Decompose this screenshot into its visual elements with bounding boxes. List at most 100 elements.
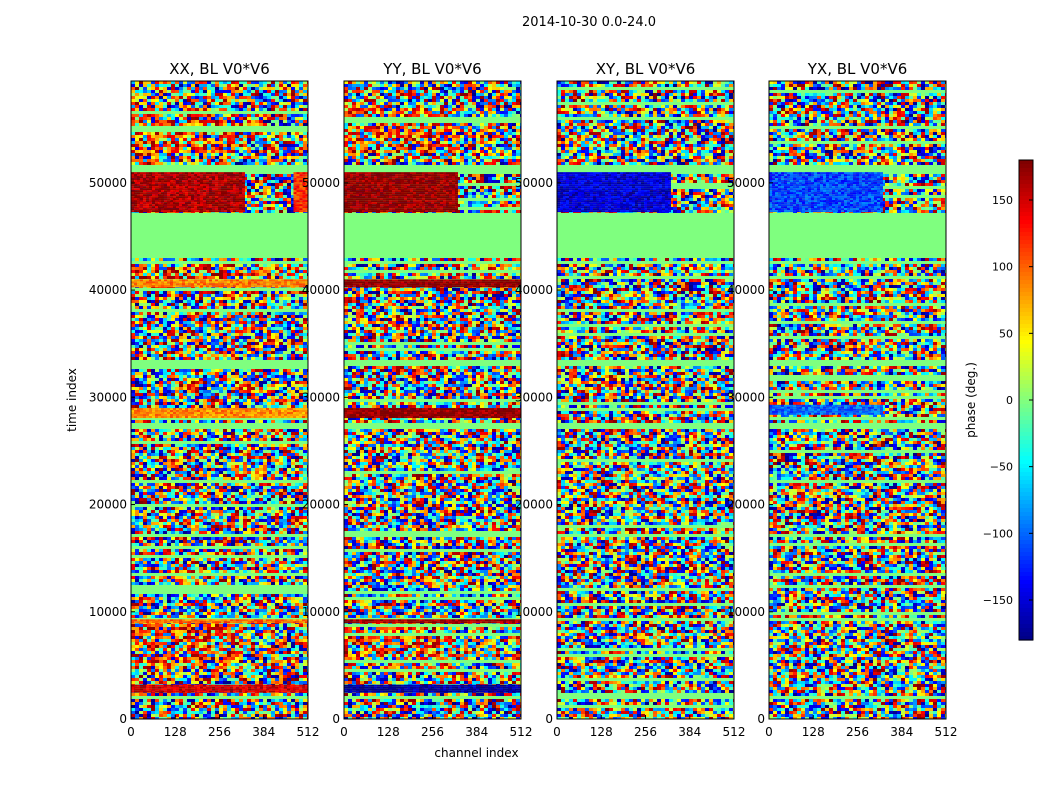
colorbar-segment bbox=[1019, 488, 1033, 493]
x-tick-label: 512 bbox=[510, 725, 533, 739]
colorbar-segment bbox=[1019, 536, 1033, 541]
x-axis-label: channel index bbox=[434, 746, 518, 760]
colorbar-segment bbox=[1019, 176, 1033, 181]
panel-title: XY, BL V0*V6 bbox=[596, 60, 696, 78]
colorbar-segment bbox=[1019, 348, 1033, 353]
y-tick-label: 0 bbox=[757, 712, 765, 726]
x-tick-label: 384 bbox=[890, 725, 913, 739]
colorbar-segment bbox=[1019, 548, 1033, 553]
colorbar-tick-label: 50 bbox=[999, 327, 1013, 340]
y-tick-label: 50000 bbox=[302, 176, 340, 190]
colorbar-segment bbox=[1019, 596, 1033, 601]
colorbar-segment bbox=[1019, 312, 1033, 317]
colorbar-segment bbox=[1019, 420, 1033, 425]
y-tick-label: 30000 bbox=[515, 390, 553, 404]
colorbar-segment bbox=[1019, 576, 1033, 581]
colorbar-segment bbox=[1019, 296, 1033, 301]
colorbar-segment bbox=[1019, 160, 1033, 165]
colorbar-segment bbox=[1019, 320, 1033, 325]
y-tick-label: 50000 bbox=[727, 176, 765, 190]
x-tick-label: 512 bbox=[297, 725, 320, 739]
colorbar-segment bbox=[1019, 204, 1033, 209]
y-tick-label: 40000 bbox=[302, 283, 340, 297]
colorbar-segment bbox=[1019, 228, 1033, 233]
colorbar-segment bbox=[1019, 192, 1033, 197]
colorbar-segment bbox=[1019, 240, 1033, 245]
colorbar-segment bbox=[1019, 224, 1033, 229]
colorbar-segment bbox=[1019, 416, 1033, 421]
colorbar-segment bbox=[1019, 624, 1033, 629]
y-tick-label: 0 bbox=[545, 712, 553, 726]
colorbar-segment bbox=[1019, 584, 1033, 589]
colorbar-segment bbox=[1019, 304, 1033, 309]
colorbar-tick-label: −50 bbox=[990, 461, 1013, 474]
colorbar-segment bbox=[1019, 440, 1033, 445]
colorbar-segment bbox=[1019, 316, 1033, 321]
colorbar-segment bbox=[1019, 604, 1033, 609]
colorbar-segment bbox=[1019, 400, 1033, 405]
x-tick-label: 256 bbox=[846, 725, 869, 739]
y-tick-label: 40000 bbox=[727, 283, 765, 297]
colorbar-segment bbox=[1019, 288, 1033, 293]
colorbar-segment bbox=[1019, 336, 1033, 341]
heatmap-image bbox=[131, 81, 308, 719]
colorbar-tick-label: 0 bbox=[1006, 394, 1013, 407]
colorbar-segment bbox=[1019, 504, 1033, 509]
colorbar-segment bbox=[1019, 208, 1033, 213]
colorbar-segment bbox=[1019, 484, 1033, 489]
panel-title: XX, BL V0*V6 bbox=[169, 60, 270, 78]
y-tick-label: 30000 bbox=[89, 390, 127, 404]
colorbar-segment bbox=[1019, 468, 1033, 473]
colorbar-segment bbox=[1019, 572, 1033, 577]
y-tick-label: 20000 bbox=[727, 498, 765, 512]
colorbar-segment bbox=[1019, 524, 1033, 529]
y-tick-label: 0 bbox=[119, 712, 127, 726]
y-axis-label: time index bbox=[65, 368, 79, 432]
colorbar-segment bbox=[1019, 280, 1033, 285]
colorbar-segment bbox=[1019, 452, 1033, 457]
colorbar-segment bbox=[1019, 472, 1033, 477]
colorbar-segment bbox=[1019, 324, 1033, 329]
colorbar-segment bbox=[1019, 412, 1033, 417]
colorbar-segment bbox=[1019, 444, 1033, 449]
colorbar-segment bbox=[1019, 344, 1033, 349]
colorbar-segment bbox=[1019, 232, 1033, 237]
x-tick-label: 0 bbox=[127, 725, 135, 739]
colorbar-segment bbox=[1019, 632, 1033, 637]
colorbar-segment bbox=[1019, 460, 1033, 465]
heatmap-image bbox=[769, 81, 946, 719]
colorbar-segment bbox=[1019, 544, 1033, 549]
colorbar-segment bbox=[1019, 236, 1033, 241]
colorbar-segment bbox=[1019, 508, 1033, 513]
colorbar-segment bbox=[1019, 436, 1033, 441]
colorbar-segment bbox=[1019, 188, 1033, 193]
x-tick-label: 128 bbox=[590, 725, 613, 739]
y-tick-label: 20000 bbox=[515, 498, 553, 512]
colorbar-segment bbox=[1019, 164, 1033, 169]
colorbar-segment bbox=[1019, 248, 1033, 253]
colorbar-segment bbox=[1019, 408, 1033, 413]
colorbar-segment bbox=[1019, 356, 1033, 361]
colorbar-segment bbox=[1019, 196, 1033, 201]
colorbar-tick-label: 100 bbox=[992, 261, 1013, 274]
colorbar-segment bbox=[1019, 380, 1033, 385]
colorbar-segment bbox=[1019, 620, 1033, 625]
colorbar-segment bbox=[1019, 352, 1033, 357]
colorbar-segment bbox=[1019, 540, 1033, 545]
panel-3: XY, BL V0*V6 0 128 256 384 512 0 10000 20000 3000… bbox=[515, 60, 746, 739]
y-tick-label: 20000 bbox=[302, 498, 340, 512]
x-tick-label: 0 bbox=[765, 725, 773, 739]
x-tick-label: 384 bbox=[678, 725, 701, 739]
colorbar-segment bbox=[1019, 256, 1033, 261]
colorbar-segment bbox=[1019, 556, 1033, 561]
x-tick-label: 512 bbox=[935, 725, 958, 739]
panel-4: YX, BL V0*V6 0 128 256 384 512 0 10000 20000 3000… bbox=[727, 60, 958, 739]
colorbar-segment bbox=[1019, 616, 1033, 621]
colorbar-segment bbox=[1019, 184, 1033, 189]
colorbar-segment bbox=[1019, 404, 1033, 409]
colorbar-segment bbox=[1019, 568, 1033, 573]
colorbar-segment bbox=[1019, 388, 1033, 393]
colorbar-segment bbox=[1019, 592, 1033, 597]
colorbar-segment bbox=[1019, 168, 1033, 173]
panels: XX, BL V0*V6 0 128 256 384 512 0 10000 20000 3000… bbox=[65, 60, 957, 760]
